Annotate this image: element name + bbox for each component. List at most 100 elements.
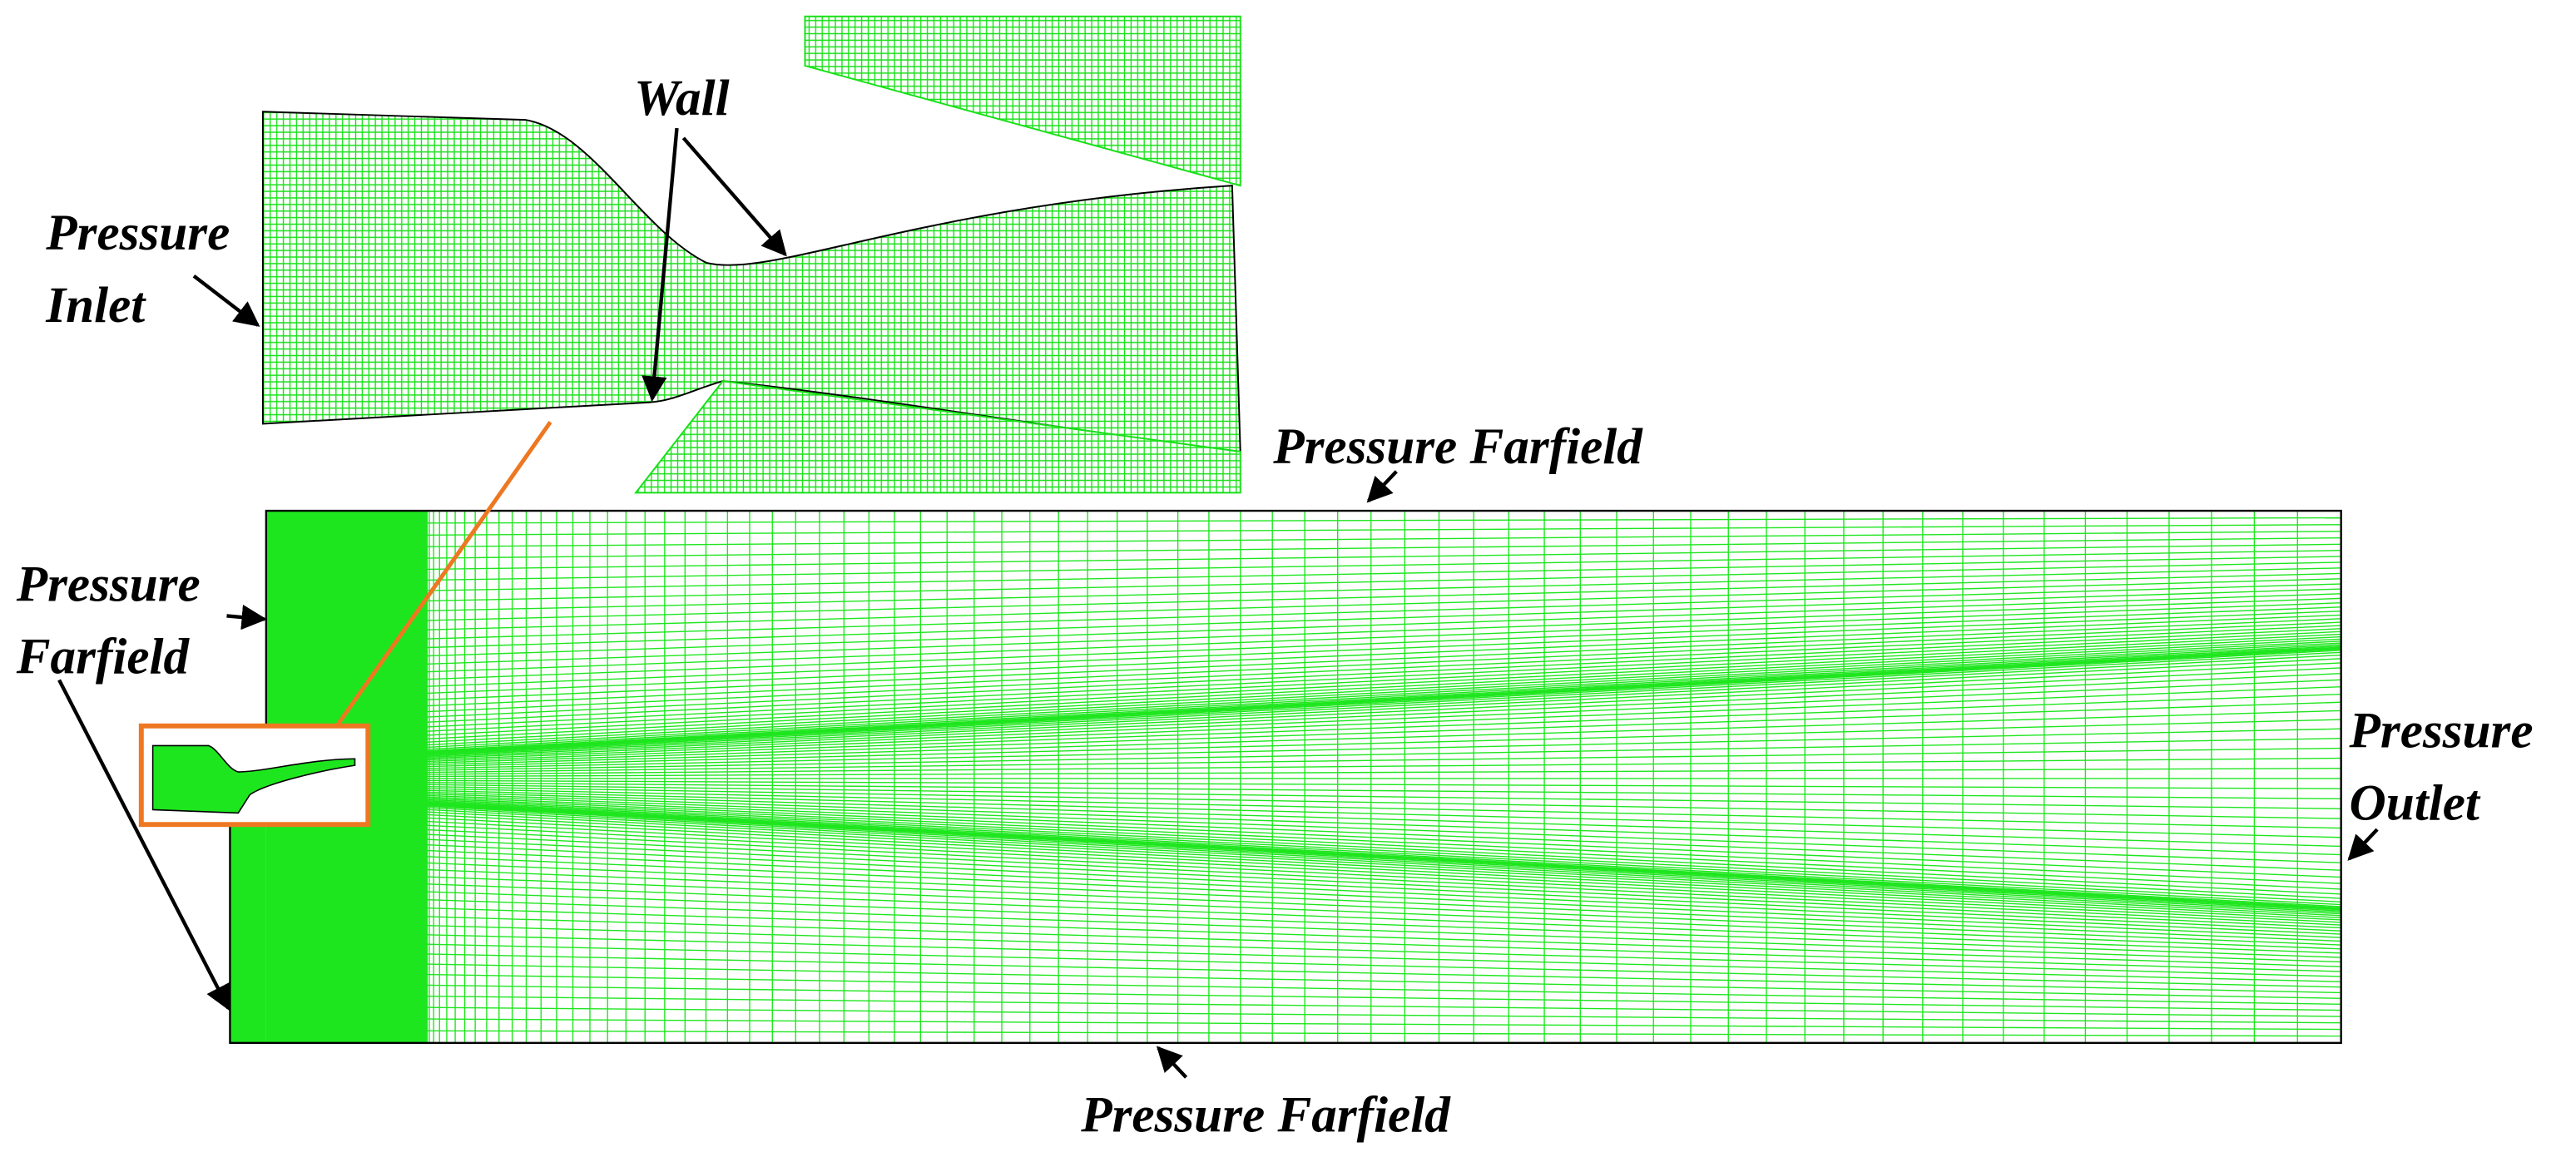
mesh-line	[427, 805, 2341, 910]
mesh-line	[427, 779, 2341, 789]
mesh-line	[427, 602, 2341, 673]
mesh-line	[427, 898, 2341, 963]
mesh-line	[427, 757, 2341, 775]
arrow	[1156, 1046, 1188, 1079]
mesh-line	[427, 625, 2341, 713]
inlet-label: Pressure	[45, 205, 230, 261]
farfield-left-label: Farfield	[16, 629, 191, 685]
mesh-line	[427, 642, 2341, 743]
mesh-line	[427, 550, 2341, 581]
mesh-line	[427, 719, 2341, 768]
arrow	[1366, 470, 1398, 503]
mesh-line	[427, 943, 2341, 988]
mesh-line	[427, 531, 2341, 548]
mesh-line	[427, 803, 2341, 902]
mesh-line	[427, 578, 2341, 630]
mesh-line	[427, 876, 2341, 950]
mesh-line	[427, 630, 2341, 723]
mesh-line	[427, 633, 2341, 728]
mesh-line	[427, 614, 2341, 695]
mesh-line	[427, 934, 2341, 982]
mesh-line	[427, 796, 2341, 871]
mesh-line	[427, 618, 2341, 700]
arrow	[681, 136, 787, 257]
mesh-line	[427, 1018, 2341, 1031]
mesh-line	[427, 995, 2341, 1017]
mesh-line	[427, 543, 2341, 571]
mesh-line	[427, 638, 2341, 736]
mesh-line	[427, 784, 2341, 810]
mesh-line	[427, 862, 2341, 942]
outlet-label: Pressure	[2349, 702, 2534, 759]
mesh-line	[427, 738, 2341, 771]
mesh-line	[427, 811, 2341, 913]
mesh-line	[427, 907, 2341, 967]
mesh-line	[427, 524, 2341, 536]
mesh-line	[427, 838, 2341, 929]
mesh-line	[427, 820, 2341, 918]
arrow	[57, 679, 230, 1011]
nozzle-shape	[151, 744, 356, 814]
inset-upper-block	[804, 15, 1241, 187]
arrow	[226, 604, 267, 630]
mesh-line	[427, 798, 2341, 878]
inset-mesh	[261, 15, 1241, 494]
mesh-line	[427, 856, 2341, 938]
mesh-line	[427, 646, 2341, 750]
mesh-line	[427, 808, 2341, 912]
mesh-line	[427, 793, 2341, 856]
mesh-line	[427, 788, 2341, 829]
mesh-line	[427, 561, 2341, 602]
mesh-line	[427, 768, 2341, 778]
mesh-line	[427, 1006, 2341, 1024]
mesh-line	[427, 728, 2341, 769]
mesh-line	[427, 1030, 2341, 1037]
dense-mesh-zone	[230, 826, 266, 1043]
zoom-connector	[334, 421, 552, 728]
mesh-line	[427, 654, 2341, 754]
mesh-line	[427, 567, 2341, 612]
mesh-line	[427, 621, 2341, 707]
mesh-line	[427, 635, 2341, 732]
arrow	[2347, 828, 2379, 861]
inlet-label: Inlet	[45, 277, 146, 334]
mesh-line	[427, 804, 2341, 909]
mesh-line	[427, 611, 2341, 687]
mesh-line	[427, 800, 2341, 890]
mesh-line	[427, 628, 2341, 718]
mesh-line	[427, 572, 2341, 621]
mesh-line	[427, 685, 2341, 761]
mesh-line	[427, 973, 2341, 1006]
mesh-line	[427, 799, 2341, 884]
mesh-line	[427, 650, 2341, 754]
mesh-line	[427, 963, 2341, 999]
mesh-line	[427, 640, 2341, 740]
mesh-line	[427, 667, 2341, 757]
mesh-line	[427, 693, 2341, 763]
mesh-line	[427, 556, 2341, 591]
wall-label: Wall	[634, 70, 729, 126]
mesh-line	[427, 583, 2341, 640]
mesh-line	[427, 789, 2341, 838]
mesh-line	[427, 673, 2341, 759]
mesh-line	[427, 802, 2341, 899]
outlet-label: Outlet	[2350, 774, 2481, 831]
mesh-line	[427, 658, 2341, 755]
farfield-bottom-label: Pressure Farfield	[1080, 1086, 1451, 1143]
farfield-top-label: Pressure Farfield	[1272, 418, 1643, 475]
mesh-line	[427, 925, 2341, 977]
inset-lower-block	[634, 380, 1241, 494]
mesh-line	[427, 747, 2341, 774]
mesh-line	[427, 849, 2341, 935]
mesh-line	[427, 791, 2341, 848]
mesh-line	[427, 606, 2341, 680]
mesh-line	[427, 868, 2341, 946]
mesh-line	[427, 679, 2341, 759]
mesh-line	[427, 833, 2341, 926]
mesh-line	[427, 794, 2341, 863]
mesh-line	[427, 813, 2341, 915]
mesh-line	[427, 710, 2341, 766]
mesh-line	[427, 647, 2341, 752]
